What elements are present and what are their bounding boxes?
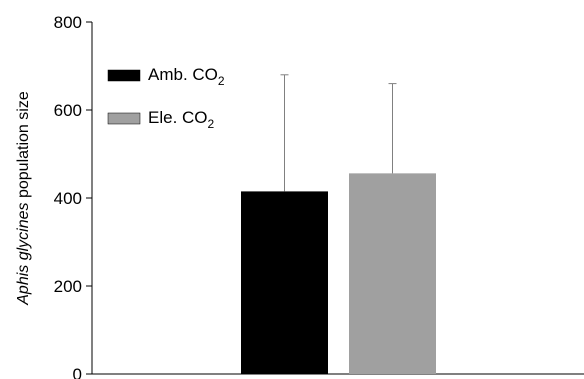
y-tick-label: 0	[73, 365, 82, 379]
legend-label: Amb. CO2	[148, 65, 225, 88]
y-tick-label: 800	[54, 13, 82, 32]
error-bars-group	[280, 74, 397, 192]
y-axis-title-italic: Aphis glycines	[15, 202, 32, 305]
y-axis-title-rest: population size	[15, 91, 32, 202]
legend-swatch	[107, 112, 141, 125]
legend-swatch	[107, 69, 141, 82]
y-axis: 0 200 400 600 800	[54, 13, 93, 379]
legend: Amb. CO2 Ele. CO2	[107, 65, 225, 131]
y-tick-label: 200	[54, 277, 82, 296]
y-axis-title: Aphis glycines population size	[15, 91, 32, 306]
y-tick-label: 600	[54, 101, 82, 120]
bar	[349, 173, 436, 374]
y-tick-label: 400	[54, 189, 82, 208]
svg-text:Aphis glycines population size: Aphis glycines population size	[15, 91, 32, 306]
bars-group	[241, 173, 436, 374]
bar	[241, 191, 328, 374]
legend-label: Ele. CO2	[148, 108, 215, 131]
